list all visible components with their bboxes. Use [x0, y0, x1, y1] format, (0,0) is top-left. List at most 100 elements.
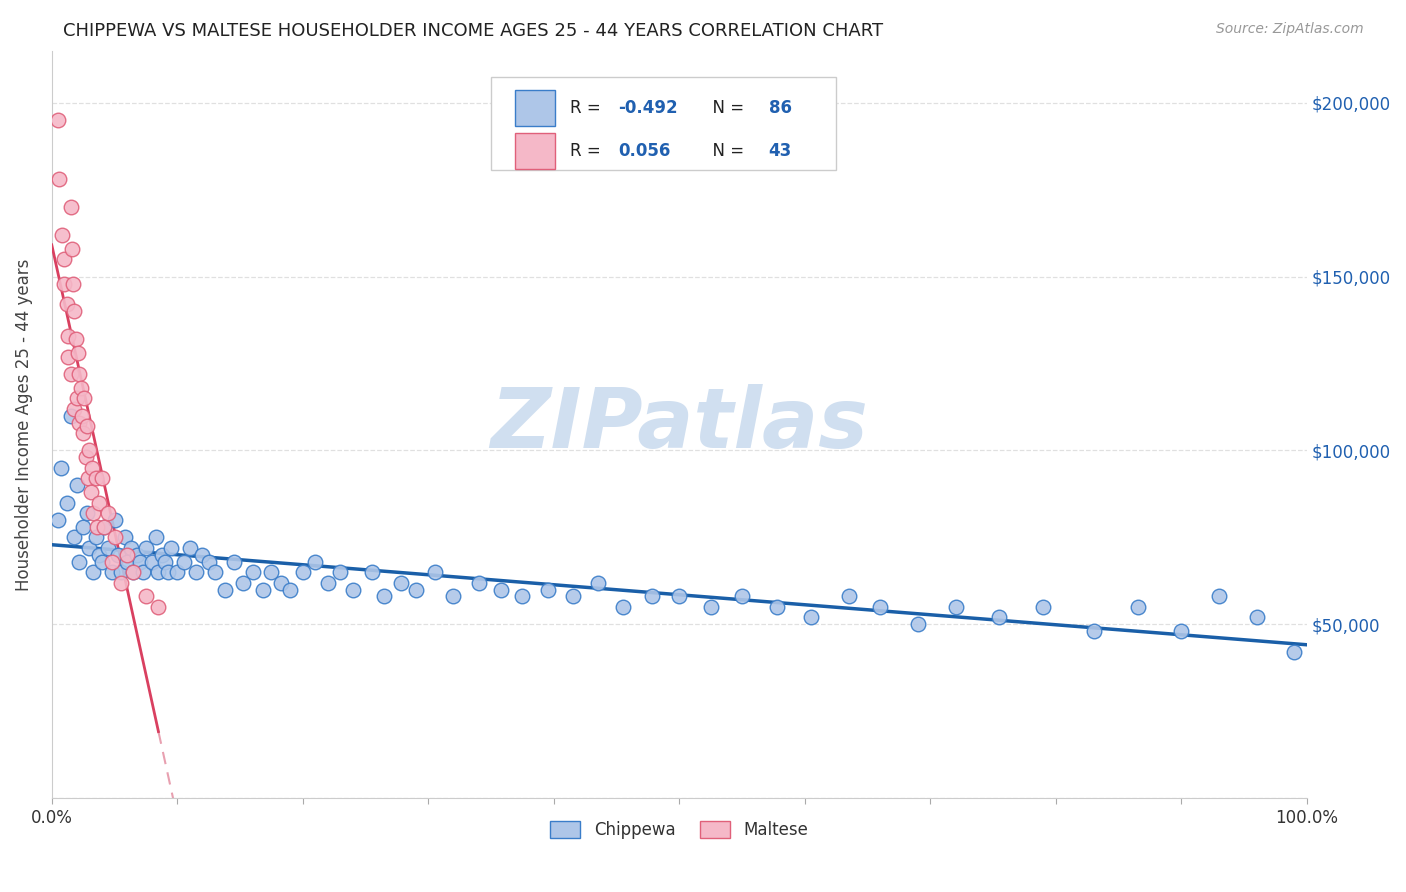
Point: [84, 530, 107, 544]
Point: [700, 599, 723, 614]
Point: [46, 113, 69, 128]
Point: [63, 530, 86, 544]
Point: [59, 367, 82, 381]
Point: [103, 513, 125, 527]
Point: [122, 565, 145, 579]
Point: [51, 227, 73, 242]
Point: [114, 530, 136, 544]
Point: [79, 485, 101, 500]
Point: [46, 513, 69, 527]
Point: [56, 495, 79, 509]
Point: [1126, 599, 1149, 614]
Text: CHIPPEWA VS MALTESE HOUSEHOLDER INCOME AGES 25 - 44 YEARS CORRELATION CHART: CHIPPEWA VS MALTESE HOUSEHOLDER INCOME A…: [63, 22, 883, 40]
Point: [93, 520, 115, 534]
Point: [869, 599, 891, 614]
Point: [270, 575, 292, 590]
Point: [93, 520, 115, 534]
Point: [72, 520, 94, 534]
Bar: [515, 90, 555, 126]
Point: [405, 582, 427, 597]
Point: [316, 575, 339, 590]
Legend: Chippewa, Maltese: Chippewa, Maltese: [544, 814, 815, 846]
Point: [222, 555, 245, 569]
Point: [561, 590, 583, 604]
Point: [197, 555, 219, 569]
Point: [62, 277, 84, 291]
Point: [141, 555, 163, 569]
Bar: [515, 133, 555, 169]
Point: [150, 548, 173, 562]
Y-axis label: Householder Income Ages 25 - 44 years: Householder Income Ages 25 - 44 years: [15, 258, 32, 591]
Point: [586, 575, 609, 590]
Point: [838, 590, 860, 604]
Text: Source: ZipAtlas.com: Source: ZipAtlas.com: [1216, 22, 1364, 37]
Point: [122, 565, 145, 579]
Text: R =: R =: [571, 99, 606, 117]
Point: [304, 555, 326, 569]
Point: [160, 541, 183, 555]
Text: 86: 86: [769, 99, 792, 117]
Point: [76, 419, 98, 434]
Point: [145, 530, 167, 544]
Point: [72, 426, 94, 441]
Point: [82, 506, 104, 520]
Point: [489, 582, 512, 597]
Point: [59, 409, 82, 423]
Point: [132, 565, 155, 579]
Point: [512, 590, 534, 604]
Text: R =: R =: [571, 142, 606, 160]
Text: N =: N =: [702, 99, 749, 117]
Point: [1246, 610, 1268, 624]
Point: [97, 506, 120, 520]
Point: [766, 599, 789, 614]
Point: [260, 565, 283, 579]
Point: [166, 565, 188, 579]
Point: [179, 541, 201, 555]
Point: [59, 200, 82, 214]
Point: [184, 565, 207, 579]
Point: [120, 541, 142, 555]
FancyBboxPatch shape: [491, 77, 837, 170]
Point: [291, 565, 314, 579]
Text: N =: N =: [702, 142, 749, 160]
Point: [89, 495, 111, 509]
Point: [49, 461, 72, 475]
Point: [668, 590, 690, 604]
Point: [67, 416, 90, 430]
Point: [360, 565, 382, 579]
Point: [214, 582, 236, 597]
Point: [84, 471, 107, 485]
Point: [173, 555, 195, 569]
Point: [135, 541, 157, 555]
Point: [77, 471, 100, 485]
Point: [329, 565, 352, 579]
Point: [536, 582, 558, 597]
Point: [63, 401, 86, 416]
Point: [101, 565, 124, 579]
Point: [441, 590, 464, 604]
Point: [48, 172, 70, 186]
Text: 0.056: 0.056: [617, 142, 671, 160]
Point: [1083, 624, 1105, 639]
Point: [157, 565, 180, 579]
Point: [79, 443, 101, 458]
Text: 43: 43: [769, 142, 792, 160]
Point: [373, 590, 395, 604]
Point: [907, 617, 929, 632]
Point: [148, 565, 170, 579]
Point: [110, 565, 132, 579]
Point: [91, 471, 114, 485]
Point: [252, 582, 274, 597]
Point: [53, 277, 76, 291]
Point: [107, 548, 129, 562]
Point: [204, 565, 226, 579]
Point: [115, 548, 138, 562]
Point: [191, 548, 214, 562]
Point: [103, 530, 125, 544]
Point: [82, 565, 104, 579]
Point: [70, 409, 93, 423]
Point: [75, 450, 97, 465]
Point: [67, 346, 90, 360]
Point: [66, 478, 89, 492]
Point: [153, 555, 176, 569]
